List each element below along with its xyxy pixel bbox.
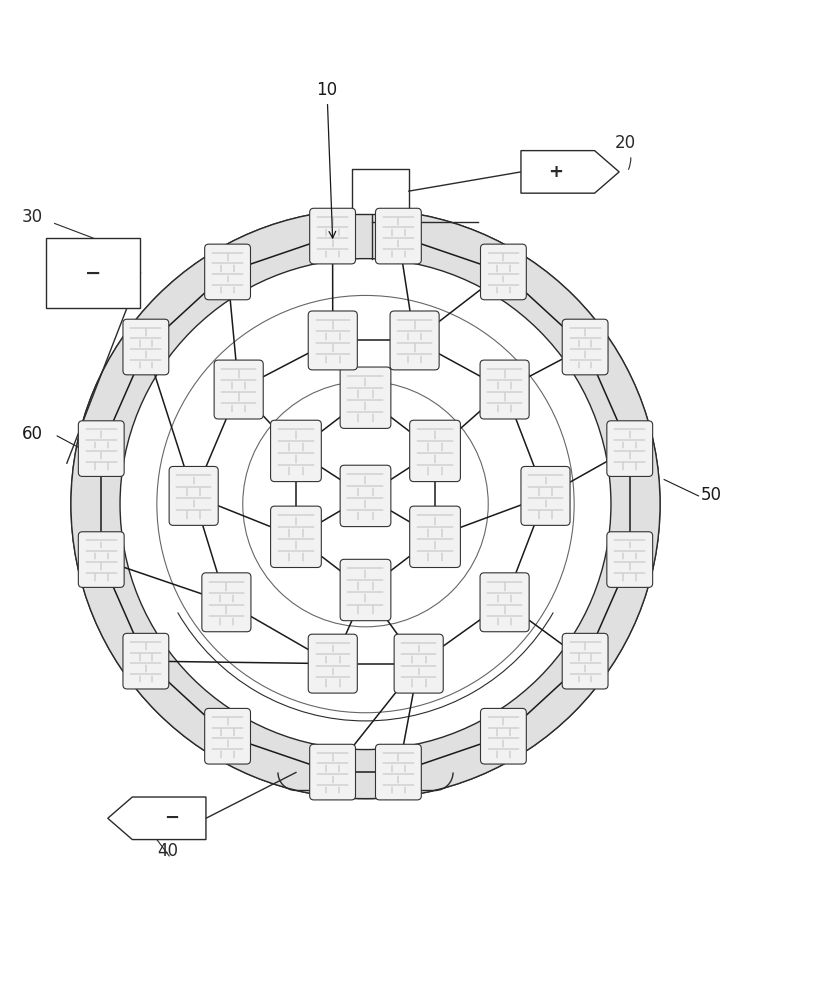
FancyBboxPatch shape: [480, 708, 526, 764]
FancyBboxPatch shape: [214, 360, 264, 419]
FancyBboxPatch shape: [340, 559, 391, 621]
FancyBboxPatch shape: [394, 634, 443, 693]
FancyBboxPatch shape: [78, 532, 124, 587]
FancyBboxPatch shape: [607, 421, 653, 476]
Text: +: +: [548, 163, 563, 181]
Bar: [47, 238, 140, 308]
FancyBboxPatch shape: [310, 744, 355, 800]
Polygon shape: [108, 797, 206, 840]
FancyBboxPatch shape: [480, 244, 526, 300]
FancyBboxPatch shape: [480, 360, 530, 419]
Wedge shape: [71, 210, 365, 799]
FancyBboxPatch shape: [562, 319, 608, 375]
FancyBboxPatch shape: [480, 573, 530, 632]
FancyBboxPatch shape: [340, 465, 391, 527]
FancyBboxPatch shape: [390, 311, 439, 370]
Text: 20: 20: [615, 134, 636, 169]
FancyBboxPatch shape: [410, 420, 461, 482]
FancyBboxPatch shape: [204, 708, 250, 764]
FancyBboxPatch shape: [78, 421, 124, 476]
Text: 30: 30: [22, 208, 43, 226]
FancyBboxPatch shape: [271, 420, 321, 482]
FancyBboxPatch shape: [375, 208, 421, 264]
Circle shape: [120, 259, 611, 750]
Bar: [351, 169, 409, 214]
FancyBboxPatch shape: [204, 244, 250, 300]
FancyBboxPatch shape: [410, 506, 461, 568]
FancyBboxPatch shape: [340, 367, 391, 428]
FancyBboxPatch shape: [308, 634, 357, 693]
FancyBboxPatch shape: [123, 633, 169, 689]
FancyBboxPatch shape: [169, 466, 218, 525]
FancyBboxPatch shape: [375, 744, 421, 800]
Text: 10: 10: [316, 81, 337, 238]
Text: 60: 60: [22, 425, 43, 443]
FancyBboxPatch shape: [123, 319, 169, 375]
Polygon shape: [521, 151, 619, 193]
Text: 40: 40: [157, 842, 178, 860]
FancyBboxPatch shape: [562, 633, 608, 689]
FancyBboxPatch shape: [271, 506, 321, 568]
Wedge shape: [365, 210, 660, 799]
FancyBboxPatch shape: [607, 532, 653, 587]
FancyBboxPatch shape: [521, 466, 570, 525]
FancyBboxPatch shape: [310, 208, 355, 264]
Text: 50: 50: [701, 486, 722, 504]
Text: −: −: [85, 263, 102, 282]
FancyBboxPatch shape: [308, 311, 357, 370]
Text: −: −: [164, 809, 179, 827]
FancyBboxPatch shape: [202, 573, 251, 632]
